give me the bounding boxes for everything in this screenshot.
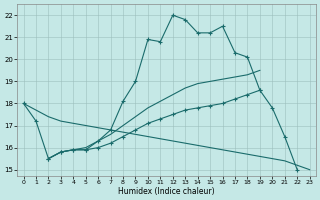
X-axis label: Humidex (Indice chaleur): Humidex (Indice chaleur) [118, 187, 215, 196]
